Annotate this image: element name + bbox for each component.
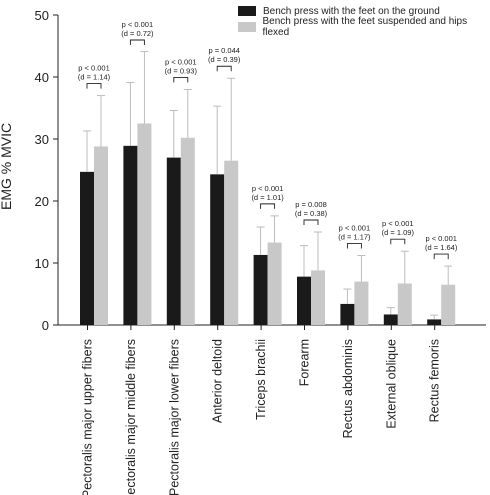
legend-item-suspended: Bench press with the feet suspended and … bbox=[238, 16, 490, 38]
significance-bracket bbox=[303, 219, 319, 225]
effect-size-label: (d = 0.93) bbox=[165, 66, 198, 75]
bar-ground bbox=[210, 174, 225, 325]
p-value-label: p < 0.001 bbox=[425, 234, 457, 243]
legend-item-ground: Bench press with the feet on the ground bbox=[238, 4, 490, 18]
significance-bracket bbox=[433, 253, 449, 260]
x-category-label: Rectus abdominis bbox=[341, 339, 355, 438]
significance-bracket bbox=[390, 238, 406, 245]
x-category-label: Pectoralis major lower fibers bbox=[167, 339, 181, 495]
y-tick-label: 30 bbox=[35, 132, 49, 147]
legend-swatch-ground bbox=[238, 6, 256, 16]
significance-bracket bbox=[129, 39, 145, 45]
p-value-label: p < 0.001 bbox=[165, 57, 197, 66]
y-tick-label: 20 bbox=[35, 194, 49, 209]
bar-ground bbox=[166, 157, 181, 325]
bar-suspended bbox=[354, 281, 369, 325]
bar-ground bbox=[123, 145, 138, 325]
significance-bracket bbox=[346, 243, 362, 249]
effect-size-label: (d = 1.09) bbox=[382, 228, 415, 237]
p-value-label: p < 0.001 bbox=[339, 224, 371, 233]
bar-suspended bbox=[267, 242, 282, 325]
p-value-label: p = 0.008 bbox=[295, 200, 327, 209]
y-axis-title: EMG % MVIC bbox=[0, 122, 14, 210]
x-category-label: Triceps brachii bbox=[254, 339, 268, 420]
significance-bracket bbox=[260, 203, 276, 209]
bar-ground bbox=[427, 319, 442, 325]
y-tick-label: 10 bbox=[35, 256, 49, 271]
p-value-label: p = 0.044 bbox=[208, 46, 240, 55]
bar-ground bbox=[297, 276, 311, 325]
p-value-label: p < 0.001 bbox=[78, 64, 110, 73]
bar-ground bbox=[80, 171, 94, 325]
legend-label-ground: Bench press with the feet on the ground bbox=[263, 5, 440, 17]
legend-label-suspended: Bench press with the feet suspended and … bbox=[262, 16, 468, 38]
legend-swatch-suspended bbox=[238, 22, 256, 32]
bar-suspended bbox=[397, 283, 412, 325]
effect-size-label: (d = 0.39) bbox=[208, 55, 241, 64]
x-category-label: Forearm bbox=[298, 339, 312, 386]
x-category-label: Pectoralis major middle fibers bbox=[124, 339, 138, 495]
significance-bracket bbox=[86, 83, 102, 89]
x-category-label: Rectus femoris bbox=[428, 339, 442, 422]
bar-suspended bbox=[224, 160, 239, 325]
y-tick-label: 0 bbox=[42, 318, 49, 333]
effect-size-label: (d = 1.01) bbox=[251, 193, 284, 202]
bar-suspended bbox=[137, 123, 152, 325]
effect-size-label: (d = 1.64) bbox=[425, 243, 458, 252]
p-value-label: p < 0.001 bbox=[122, 20, 154, 29]
effect-size-label: (d = 1.14) bbox=[78, 73, 111, 82]
effect-size-label: (d = 0.38) bbox=[295, 209, 328, 218]
y-tick-label: 50 bbox=[35, 8, 49, 23]
significance-bracket bbox=[216, 65, 232, 72]
bar-ground bbox=[383, 314, 398, 325]
significance-bracket bbox=[173, 76, 189, 83]
p-value-label: p < 0.001 bbox=[382, 219, 414, 228]
x-category-label: Anterior deltoid bbox=[211, 339, 225, 423]
bar-suspended bbox=[180, 137, 195, 325]
x-category-label: Pectoralis major upper fibers bbox=[81, 339, 95, 495]
x-category-label: External oblique bbox=[384, 339, 398, 429]
bar-ground bbox=[253, 254, 268, 325]
bar-suspended bbox=[441, 284, 456, 325]
bar-ground bbox=[340, 303, 355, 325]
y-tick-label: 40 bbox=[35, 70, 49, 85]
legend: Bench press with the feet on the ground … bbox=[238, 4, 490, 38]
bar-suspended bbox=[94, 146, 108, 325]
effect-size-label: (d = 0.72) bbox=[121, 29, 154, 38]
p-value-label: p < 0.001 bbox=[252, 184, 284, 193]
effect-size-label: (d = 1.17) bbox=[338, 233, 371, 242]
bar-suspended bbox=[311, 270, 325, 325]
